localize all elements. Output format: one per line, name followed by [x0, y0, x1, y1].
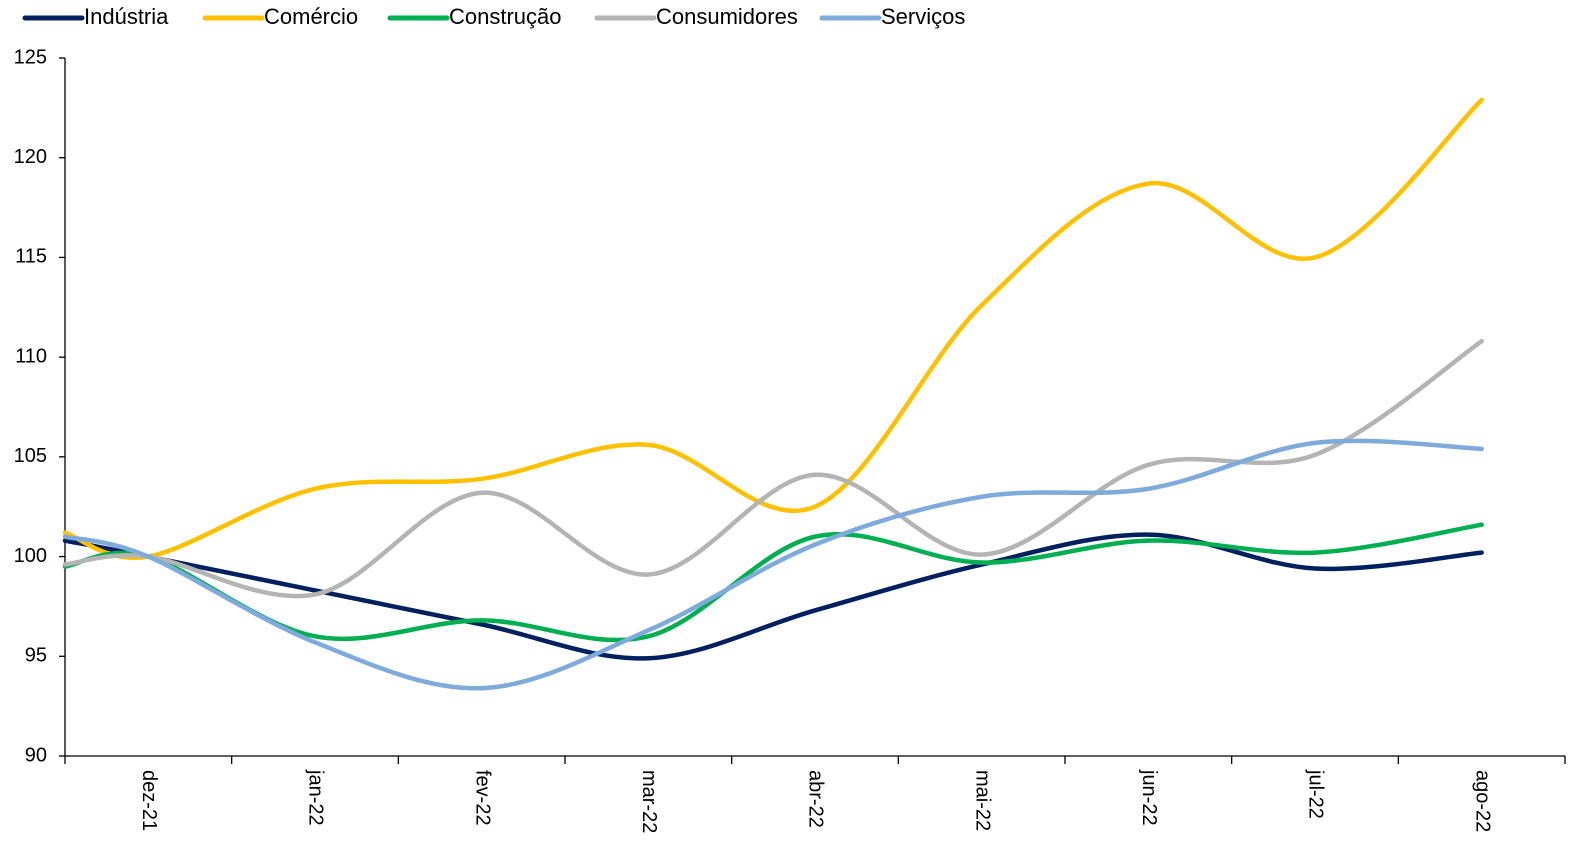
y-tick-label: 115	[15, 246, 47, 268]
series-line	[62, 97, 1484, 561]
x-tick-label: dez-21	[138, 770, 160, 831]
legend-label: Serviços	[881, 4, 965, 29]
legend-label: Indústria	[84, 4, 169, 29]
x-tick-label: abr-22	[805, 770, 827, 828]
series-line	[62, 438, 1484, 691]
x-tick-label: jan-22	[305, 769, 327, 826]
y-tick-label: 105	[14, 445, 47, 467]
x-tick-label: fev-22	[471, 770, 493, 826]
x-tick-label: ago-22	[1471, 770, 1493, 832]
legend-label: Comércio	[264, 4, 358, 29]
y-tick-label: 95	[25, 645, 47, 667]
y-tick-label: 110	[15, 345, 47, 367]
legend-label: Construção	[449, 4, 562, 29]
x-tick-label: mai-22	[971, 770, 993, 831]
x-tick-label: jul-22	[1305, 769, 1327, 819]
series-line	[62, 532, 1484, 661]
legend-label: Consumidores	[656, 4, 798, 29]
y-tick-label: 90	[25, 744, 47, 766]
y-tick-label: 120	[14, 146, 47, 168]
x-tick-label: jun-22	[1138, 769, 1160, 826]
y-tick-label: 125	[14, 46, 47, 68]
y-tick-label: 100	[14, 545, 47, 567]
x-tick-label: mar-22	[638, 770, 660, 833]
